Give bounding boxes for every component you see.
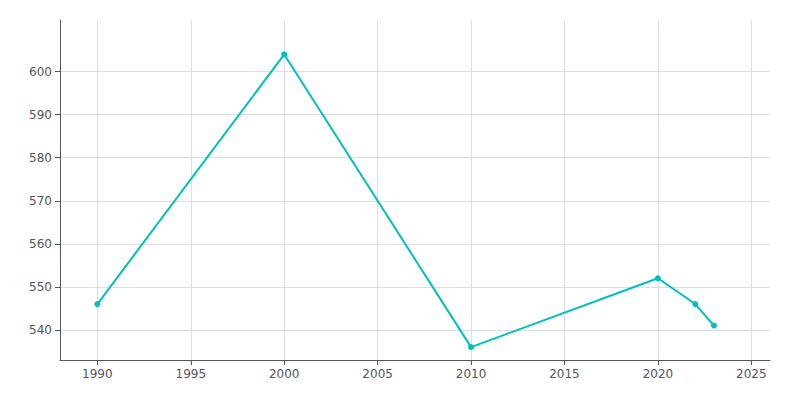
- svg-text:2020: 2020: [643, 367, 674, 381]
- svg-text:2015: 2015: [549, 367, 580, 381]
- svg-text:2025: 2025: [736, 367, 767, 381]
- svg-text:570: 570: [29, 194, 52, 208]
- svg-text:550: 550: [29, 280, 52, 294]
- svg-text:600: 600: [29, 65, 52, 79]
- svg-text:2010: 2010: [456, 367, 487, 381]
- svg-text:540: 540: [29, 323, 52, 337]
- svg-text:1990: 1990: [82, 367, 113, 381]
- svg-text:560: 560: [29, 237, 52, 251]
- svg-text:2005: 2005: [362, 367, 393, 381]
- svg-text:2000: 2000: [269, 367, 300, 381]
- svg-text:580: 580: [29, 151, 52, 165]
- svg-text:1995: 1995: [176, 367, 207, 381]
- svg-text:590: 590: [29, 108, 52, 122]
